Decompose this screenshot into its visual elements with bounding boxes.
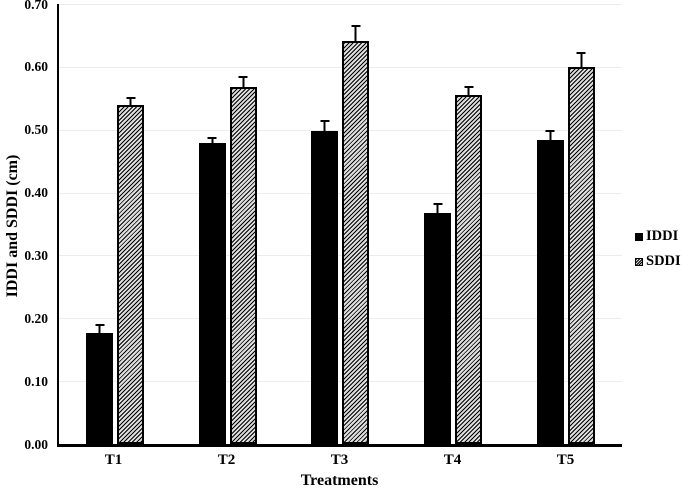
x-tick-label-t4: T4 xyxy=(443,452,462,468)
error-bar-cap-iddi-t2 xyxy=(207,136,217,139)
legend: IDDI SDDI xyxy=(635,228,681,270)
error-bar-cap-iddi-t3 xyxy=(320,120,330,123)
bar-iddi-t5 xyxy=(536,4,564,444)
y-tick-label-0.20: 0.20 xyxy=(24,310,48,326)
error-bar-sddi-t4 xyxy=(464,85,474,95)
legend-item-sddi: SDDI xyxy=(635,253,681,270)
bar-iddi-t1 xyxy=(86,4,114,444)
bar-fill-sddi-t2 xyxy=(229,86,257,444)
gridline-0.30 xyxy=(59,255,622,257)
error-bar-iddi-t3 xyxy=(320,120,330,131)
error-bar-stem-sddi-t4 xyxy=(467,85,470,95)
bar-fill-iddi-t4 xyxy=(424,213,452,444)
error-bar-cap-iddi-t1 xyxy=(95,323,105,326)
bar-group-t3 xyxy=(284,4,397,444)
x-axis-tick-labels: T1 T2 T3 T4 T5 xyxy=(57,452,622,469)
error-bar-stem-iddi-t2 xyxy=(211,136,214,143)
error-bar-stem-sddi-t3 xyxy=(354,25,357,42)
bar-sddi-t2 xyxy=(229,4,257,444)
bar-fill-iddi-t5 xyxy=(536,139,564,444)
error-bar-stem-sddi-t2 xyxy=(242,75,245,87)
bar-group-t4 xyxy=(397,4,510,444)
bar-fill-iddi-t3 xyxy=(311,130,339,444)
error-bar-cap-sddi-t5 xyxy=(576,51,586,54)
bar-fill-sddi-t3 xyxy=(342,41,370,444)
gridline-0.50 xyxy=(59,129,622,131)
error-bar-cap-iddi-t5 xyxy=(545,130,555,133)
bar-groups xyxy=(59,4,622,444)
error-bar-iddi-t1 xyxy=(95,323,105,333)
bar-group-t5 xyxy=(509,4,622,444)
error-bar-stem-iddi-t4 xyxy=(436,202,439,214)
y-tick-label-0.00: 0.00 xyxy=(24,436,48,452)
bar-group-t1 xyxy=(59,4,172,444)
y-axis-tick-labels: 0.00 0.10 0.20 0.30 0.40 0.50 0.60 0.70 xyxy=(0,0,52,450)
y-tick-label-0.30: 0.30 xyxy=(24,247,48,263)
error-bar-stem-sddi-t5 xyxy=(580,51,583,67)
legend-label-iddi: IDDI xyxy=(646,228,679,244)
error-bar-cap-sddi-t3 xyxy=(351,25,361,28)
bar-fill-sddi-t4 xyxy=(455,94,483,444)
error-bar-iddi-t5 xyxy=(545,130,555,140)
y-tick-label-0.70: 0.70 xyxy=(24,0,48,12)
error-bar-sddi-t1 xyxy=(126,97,136,105)
y-tick-label-0.60: 0.60 xyxy=(24,59,48,75)
x-tick-label-t5: T5 xyxy=(556,452,575,468)
error-bar-sddi-t5 xyxy=(576,51,586,67)
error-bar-iddi-t2 xyxy=(207,136,217,143)
bar-sddi-t3 xyxy=(342,4,370,444)
error-bar-stem-iddi-t5 xyxy=(549,130,552,140)
bar-group-t2 xyxy=(172,4,285,444)
error-bar-cap-sddi-t2 xyxy=(238,75,248,78)
y-tick-label-0.40: 0.40 xyxy=(24,184,48,200)
legend-label-sddi: SDDI xyxy=(646,253,681,269)
x-axis-title: Treatments xyxy=(300,472,379,489)
bar-iddi-t2 xyxy=(198,4,226,444)
gridline-0.10 xyxy=(59,381,622,383)
bar-iddi-t4 xyxy=(424,4,452,444)
bar-sddi-t4 xyxy=(455,4,483,444)
legend-swatch-sddi-icon xyxy=(635,257,643,266)
x-tick-label-t2: T2 xyxy=(217,452,236,468)
error-bar-cap-sddi-t1 xyxy=(126,97,136,100)
error-bar-cap-iddi-t4 xyxy=(433,202,443,205)
x-tick-label-t3: T3 xyxy=(330,452,349,468)
bar-iddi-t3 xyxy=(311,4,339,444)
gridline-0.40 xyxy=(59,192,622,194)
bar-fill-sddi-t5 xyxy=(567,66,595,444)
error-bar-sddi-t2 xyxy=(238,75,248,87)
bar-fill-iddi-t1 xyxy=(86,332,114,444)
bar-sddi-t5 xyxy=(567,4,595,444)
gridline-0.20 xyxy=(59,318,622,320)
bar-sddi-t1 xyxy=(117,4,145,444)
error-bar-cap-sddi-t4 xyxy=(464,85,474,88)
x-tick-label-t1: T1 xyxy=(104,452,123,468)
error-bar-iddi-t4 xyxy=(433,202,443,214)
bar-fill-sddi-t1 xyxy=(117,104,145,444)
error-bar-stem-sddi-t1 xyxy=(129,97,132,105)
error-bar-stem-iddi-t3 xyxy=(323,120,326,131)
y-tick-label-0.10: 0.10 xyxy=(24,373,48,389)
legend-item-iddi: IDDI xyxy=(635,228,681,245)
bar-fill-iddi-t2 xyxy=(198,142,226,444)
legend-swatch-iddi-icon xyxy=(635,232,643,241)
y-tick-label-0.50: 0.50 xyxy=(24,121,48,137)
plot-area xyxy=(57,4,622,447)
gridline-0.60 xyxy=(59,66,622,68)
error-bar-sddi-t3 xyxy=(351,25,361,42)
gridline-0.70 xyxy=(59,4,622,5)
error-bar-stem-iddi-t1 xyxy=(98,323,101,333)
